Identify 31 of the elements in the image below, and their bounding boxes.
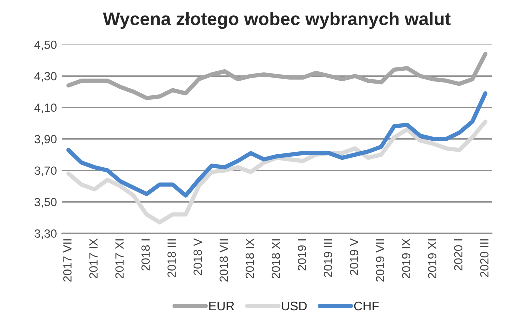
x-tick-label: 2018 III: [168, 240, 176, 278]
y-tick-label: 3,90: [34, 135, 57, 145]
line-series: [66, 120, 488, 225]
x-tick-label: 2018 IX: [246, 238, 254, 279]
x-tick-label: 2020 III: [480, 240, 489, 278]
y-tick-label: 3,30: [34, 230, 57, 240]
x-tick-label: 2017 VII: [63, 240, 72, 282]
x-tick-label: 2019 I: [298, 240, 306, 271]
x-tick-label: 2017 IX: [90, 238, 98, 279]
x-tick-label: 2018 I: [142, 240, 150, 271]
x-tick-label: 2020 I: [454, 240, 463, 271]
legend-label: EUR: [210, 302, 234, 311]
y-tick-label: 4,50: [34, 40, 57, 51]
y-tick-label: 4,10: [34, 104, 57, 114]
x-tick-label: 2019 IX: [402, 238, 411, 279]
line-series: [66, 91, 488, 198]
legend-label: CHF: [354, 302, 379, 311]
x-tick-label: 2018 VII: [220, 240, 228, 282]
x-tick-label: 2018 V: [194, 238, 202, 276]
legend-label: USD: [282, 302, 307, 311]
x-tick-label: 2019 III: [324, 240, 332, 278]
x-tick-label: 2019 XI: [428, 240, 437, 279]
x-tick-label: 2018 XI: [272, 240, 280, 279]
x-tick-label: 2017 XI: [116, 240, 124, 279]
x-tick-label: 2019 VII: [376, 240, 385, 282]
x-tick-label: 2019 V: [350, 238, 358, 276]
y-tick-label: 3,50: [34, 198, 57, 208]
chart-title: Wycena złotego wobec wybranych walut: [103, 12, 451, 30]
y-tick-label: 4,30: [34, 72, 57, 82]
line-series: [66, 52, 488, 100]
y-tick-label: 3,70: [34, 166, 57, 176]
